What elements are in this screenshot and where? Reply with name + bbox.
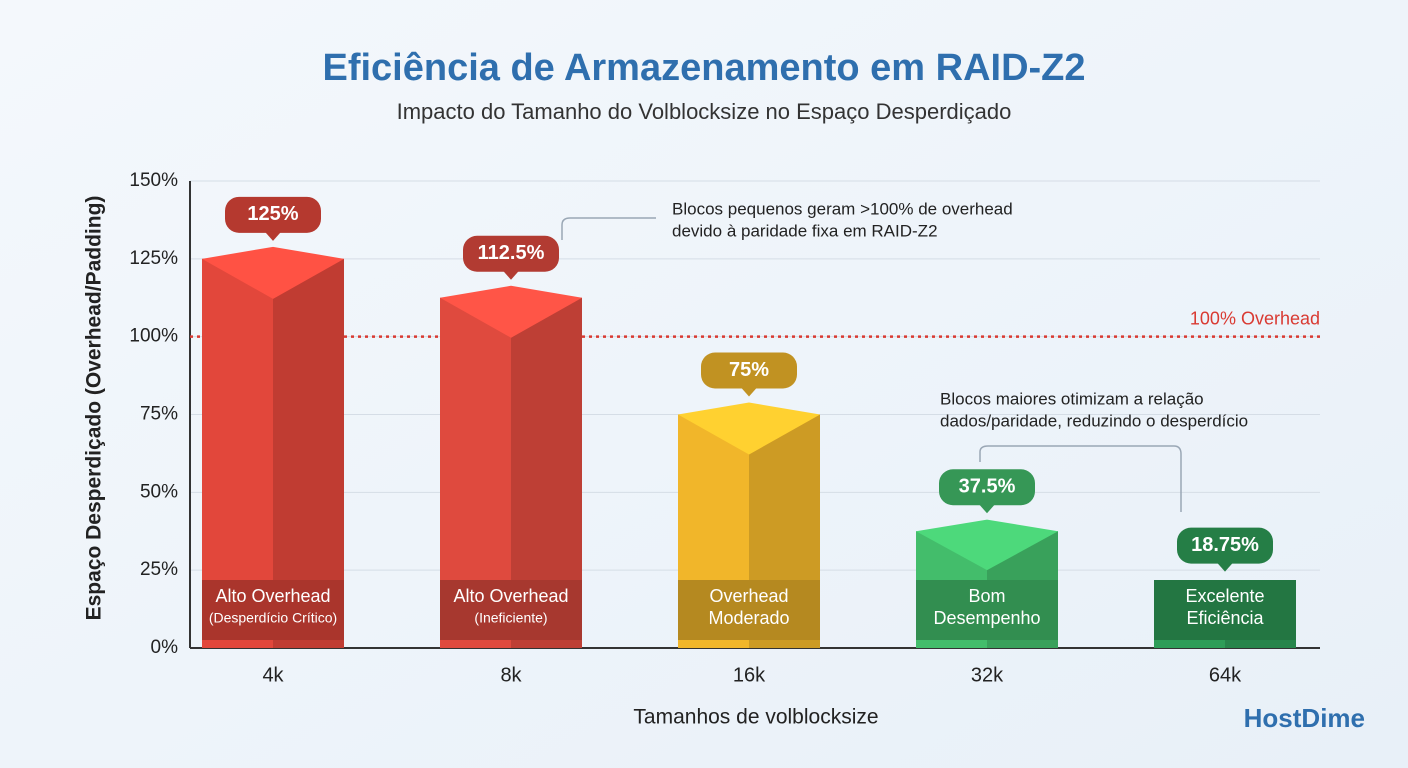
bar-label-band (202, 580, 344, 640)
bar-top (678, 402, 820, 455)
y-tick-label: 75% (140, 404, 178, 425)
bar-label-band (1154, 580, 1296, 640)
value-label: 125% (247, 203, 298, 225)
bar-label: Alto Overhead (215, 586, 330, 606)
annotation: dados/paridade, reduzindo o desperdício (940, 411, 1248, 430)
y-tick-label: 150% (129, 170, 178, 191)
bar-side (511, 297, 582, 648)
bar-label: Moderado (708, 608, 789, 628)
bar-label: Bom (968, 586, 1005, 606)
annotation-arrow (561, 217, 656, 240)
bar-label-band (440, 580, 582, 640)
y-tick-label: 0% (151, 637, 179, 658)
x-tick-label: 4k (262, 664, 284, 686)
bar-label: (Ineficiente) (474, 610, 547, 626)
annotation-arrow (979, 445, 1182, 512)
bar-label-band (916, 580, 1058, 640)
annotation: Blocos maiores otimizam a relação (940, 389, 1204, 408)
bar-side (273, 258, 344, 648)
value-bubble (1177, 527, 1273, 564)
y-tick-label: 50% (140, 481, 178, 502)
annotation: Blocos pequenos geram >100% de overhead (672, 199, 1013, 218)
x-tick-label: 16k (733, 664, 766, 686)
value-bubble (463, 235, 559, 272)
x-tick-label: 32k (971, 664, 1004, 686)
bar-label: Eficiência (1186, 608, 1264, 628)
chart-title: Eficiência de Armazenamento em RAID-Z2 (322, 47, 1085, 89)
value-bubble-tip (979, 504, 995, 514)
logo: HostDime (1244, 703, 1365, 733)
bar-top (202, 246, 344, 299)
value-label: 37.5% (959, 476, 1016, 498)
value-bubble-tip (265, 231, 281, 241)
x-tick-label: 8k (500, 664, 522, 686)
value-bubble (939, 469, 1035, 506)
value-bubble-tip (741, 387, 757, 397)
value-bubble (701, 352, 797, 389)
value-label: 75% (729, 359, 769, 381)
annotation: devido à paridade fixa em RAID-Z2 (672, 221, 938, 240)
x-axis-title: Tamanhos de volblocksize (633, 706, 878, 729)
bar-label-band (678, 580, 820, 640)
value-bubble (225, 196, 321, 233)
bar-top (440, 285, 582, 338)
y-tick-label: 125% (129, 248, 178, 269)
value-bubble-tip (503, 270, 519, 280)
bar-label: Excelente (1185, 586, 1264, 606)
value-label: 112.5% (478, 242, 545, 264)
value-bubble-tip (1217, 562, 1233, 572)
y-tick-label: 100% (129, 326, 178, 347)
bar-top (916, 519, 1058, 571)
bar-label: (Desperdício Crítico) (209, 610, 337, 626)
value-label: 18.75% (1191, 534, 1259, 556)
bar-label: Alto Overhead (453, 586, 568, 606)
bar-label: Desempenho (933, 608, 1040, 628)
y-axis-title: Espaço Desperdiçado (Overhead/Padding) (83, 196, 106, 621)
chart-subtitle: Impacto do Tamanho do Volblocksize no Es… (397, 99, 1012, 124)
y-tick-label: 25% (140, 559, 178, 580)
x-tick-label: 64k (1209, 664, 1242, 686)
bar-label: Overhead (709, 586, 788, 606)
reference-label: 100% Overhead (1190, 308, 1320, 328)
